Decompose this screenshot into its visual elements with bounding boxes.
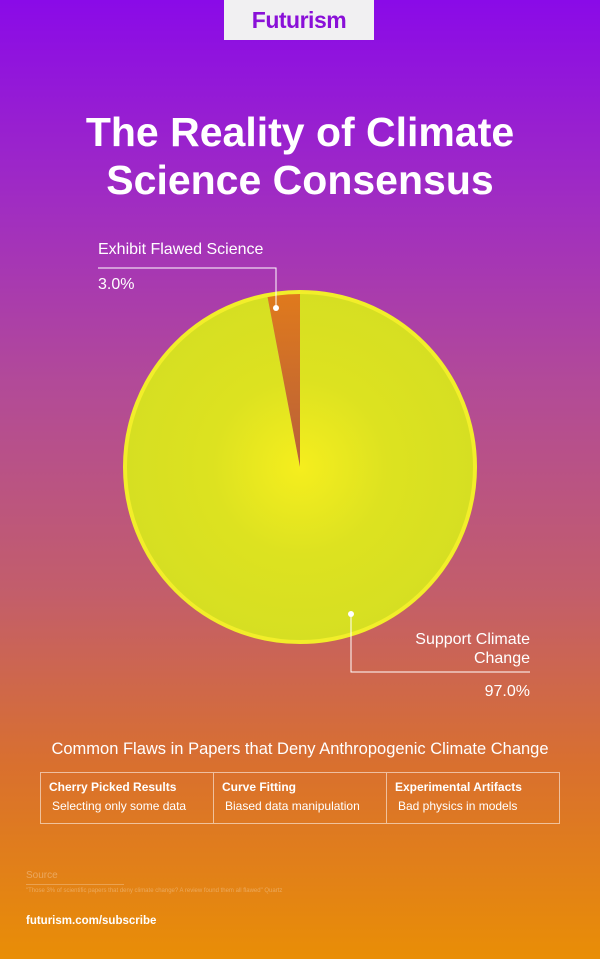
flaw-desc: Biased data manipulation [225,799,360,813]
source-label: Source [26,870,58,881]
flaws-title: Common Flaws in Papers that Deny Anthrop… [51,740,549,758]
futurism-logo[interactable]: Futurism [224,0,374,40]
support-label: Support Climate Change [415,630,530,668]
flaw-desc: Bad physics in models [398,799,518,813]
flawed-value: 3.0% [98,276,135,293]
title-line-2: Science Consensus [106,157,494,203]
flaw-cell: Cherry Picked Results Selecting only some… [41,773,214,823]
support-label-line-2: Change [473,650,530,667]
flaws-table: Cherry Picked Results Selecting only some… [40,772,560,824]
flawed-leader-dot [273,305,279,311]
pie-slice-flawed [267,292,300,467]
support-leader-dot [348,611,354,617]
flaw-cell: Curve Fitting Biased data manipulation [214,773,387,823]
source-text: "Those 3% of scientific papers that deny… [26,888,283,894]
flawed-label: Exhibit Flawed Science [98,241,264,258]
flaw-heading: Cherry Picked Results [49,780,177,794]
pie-slice-support [125,292,476,643]
flaw-desc: Selecting only some data [52,799,187,813]
pie-outline [123,290,477,644]
support-label-line-1: Support Climate [415,631,530,648]
source-divider [26,884,124,885]
flaw-heading: Experimental Artifacts [395,780,522,794]
flaw-heading: Curve Fitting [222,780,296,794]
page-title: The Reality of Climate Science Consensus [0,108,600,204]
title-line-1: The Reality of Climate [85,109,515,155]
support-value: 97.0% [484,683,530,700]
subscribe-link[interactable]: futurism.com/subscribe [26,915,157,927]
support-leader-line [350,614,530,673]
flaw-cell: Experimental Artifacts Bad physics in mod… [387,773,559,823]
flawed-leader-line [98,267,277,308]
